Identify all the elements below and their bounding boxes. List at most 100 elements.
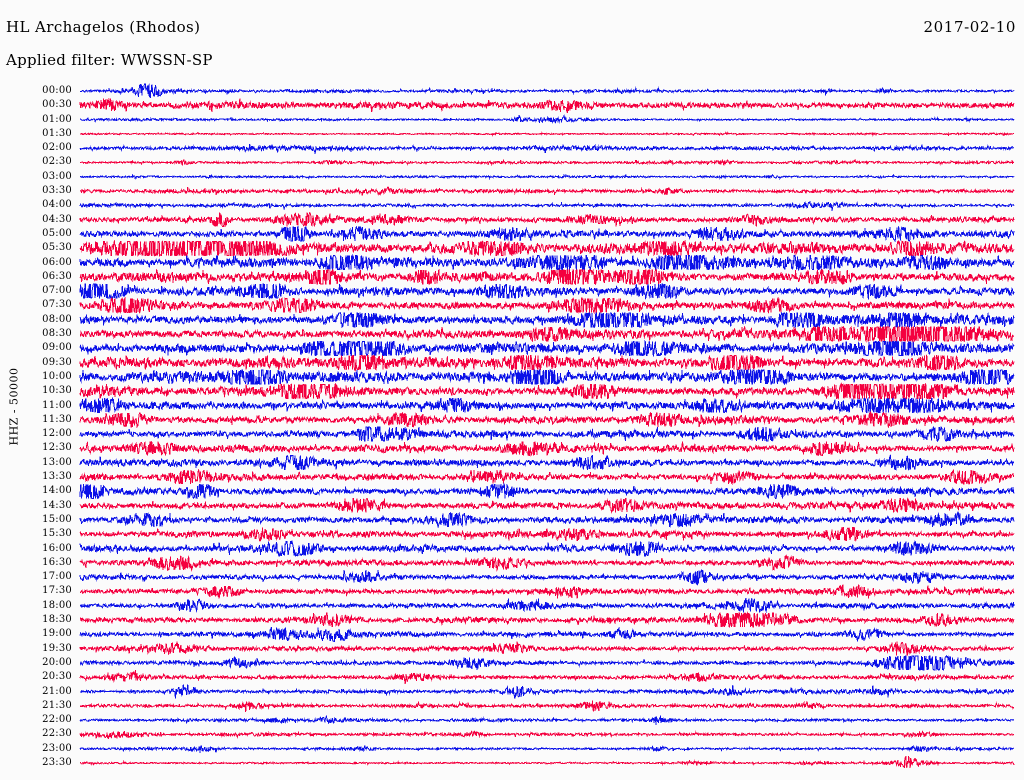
time-tick-label: 04:00 bbox=[42, 199, 72, 211]
seismic-trace bbox=[79, 296, 1015, 315]
time-tick-label: 01:30 bbox=[42, 127, 72, 139]
seismic-trace bbox=[79, 225, 1015, 243]
seismic-trace bbox=[79, 626, 1015, 643]
seismic-trace bbox=[79, 454, 1015, 472]
time-tick-label: 23:00 bbox=[42, 742, 72, 754]
seismic-trace bbox=[79, 311, 1015, 329]
seismic-trace bbox=[79, 526, 1015, 542]
time-tick-label: 16:30 bbox=[42, 556, 72, 568]
seismic-trace bbox=[79, 83, 1015, 99]
seismic-trace bbox=[79, 411, 1015, 429]
time-tick-label: 08:30 bbox=[42, 328, 72, 340]
seismic-trace bbox=[79, 211, 1015, 228]
time-tick-label: 11:00 bbox=[42, 399, 72, 411]
seismic-trace bbox=[79, 382, 1015, 400]
time-tick-label: 17:30 bbox=[42, 585, 72, 597]
seismic-trace bbox=[79, 239, 1015, 258]
page-title: HL Archagelos (Rhodos) bbox=[6, 18, 201, 36]
time-tick-label: 12:30 bbox=[42, 442, 72, 454]
time-tick-label: 13:30 bbox=[42, 471, 72, 483]
seismic-trace bbox=[79, 654, 1015, 672]
time-tick-label: 15:30 bbox=[42, 528, 72, 540]
seismic-trace bbox=[79, 143, 1015, 154]
seismic-trace bbox=[79, 440, 1015, 457]
time-tick-label: 18:30 bbox=[42, 614, 72, 626]
time-tick-label: 19:30 bbox=[42, 642, 72, 654]
seismic-trace bbox=[79, 325, 1015, 343]
seismic-trace bbox=[79, 114, 1015, 124]
time-tick-label: 16:00 bbox=[42, 542, 72, 554]
seismic-trace bbox=[79, 584, 1015, 599]
time-tick-label: 22:30 bbox=[42, 728, 72, 740]
seismic-trace bbox=[79, 554, 1015, 572]
time-tick-label: 07:30 bbox=[42, 299, 72, 311]
applied-filter-label: Applied filter: WWSSN-SP bbox=[6, 51, 213, 69]
time-axis: 00:00 00:30 01:00 01:30 02:00 02:30 03:00 03:30… bbox=[0, 0, 78, 780]
time-tick-label: 01:00 bbox=[42, 113, 72, 125]
time-tick-label: 03:30 bbox=[42, 185, 72, 197]
time-tick-label: 17:00 bbox=[42, 571, 72, 583]
seismic-trace bbox=[79, 744, 1015, 754]
time-tick-label: 06:30 bbox=[42, 270, 72, 282]
seismic-trace bbox=[79, 641, 1015, 656]
seismic-trace bbox=[79, 173, 1015, 181]
seismic-trace bbox=[79, 598, 1015, 614]
seismic-trace bbox=[79, 425, 1015, 443]
time-tick-label: 06:00 bbox=[42, 256, 72, 268]
time-tick-label: 20:30 bbox=[42, 671, 72, 683]
time-tick-label: 19:00 bbox=[42, 628, 72, 640]
time-tick-label: 14:00 bbox=[42, 485, 72, 497]
seismic-trace bbox=[79, 268, 1015, 286]
seismic-trace bbox=[79, 200, 1015, 211]
time-tick-label: 07:00 bbox=[42, 285, 72, 297]
seismic-trace bbox=[80, 755, 1015, 769]
seismic-trace bbox=[79, 353, 1015, 372]
time-tick-label: 14:30 bbox=[42, 499, 72, 511]
seismic-trace bbox=[79, 283, 1015, 301]
seismic-trace bbox=[79, 568, 1015, 586]
seismic-trace bbox=[79, 539, 1015, 558]
seismic-trace bbox=[79, 611, 1015, 628]
time-tick-label: 12:00 bbox=[42, 428, 72, 440]
seismic-trace bbox=[79, 186, 1015, 196]
time-tick-label: 13:00 bbox=[42, 456, 72, 468]
time-tick-label: 03:00 bbox=[42, 170, 72, 182]
seismic-trace bbox=[79, 131, 1015, 137]
time-tick-label: 22:00 bbox=[42, 714, 72, 726]
time-tick-label: 09:00 bbox=[42, 342, 72, 354]
time-tick-label: 08:00 bbox=[42, 313, 72, 325]
seismic-trace bbox=[79, 339, 1015, 358]
time-tick-label: 21:30 bbox=[42, 699, 72, 711]
seismic-trace bbox=[79, 684, 1015, 699]
seismic-trace bbox=[79, 468, 1015, 486]
seismic-trace bbox=[80, 158, 1015, 167]
time-tick-label: 18:00 bbox=[42, 599, 72, 611]
seismic-trace bbox=[79, 253, 1015, 272]
seismic-trace bbox=[79, 98, 1015, 114]
record-date: 2017-02-10 bbox=[923, 18, 1016, 36]
seismic-trace bbox=[79, 714, 1015, 725]
seismic-trace bbox=[79, 670, 1015, 685]
seismic-trace bbox=[79, 497, 1015, 514]
seismic-trace bbox=[79, 482, 1015, 500]
seismic-trace bbox=[79, 700, 1015, 712]
time-tick-label: 15:00 bbox=[42, 513, 72, 525]
time-tick-label: 11:30 bbox=[42, 413, 72, 425]
seismic-trace bbox=[79, 730, 1015, 740]
time-tick-label: 10:30 bbox=[42, 385, 72, 397]
time-tick-label: 21:00 bbox=[42, 685, 72, 697]
time-tick-label: 20:00 bbox=[42, 656, 72, 668]
time-tick-label: 00:00 bbox=[42, 85, 72, 96]
time-tick-label: 05:00 bbox=[42, 227, 72, 239]
time-tick-label: 09:30 bbox=[42, 356, 72, 368]
time-tick-label: 02:30 bbox=[42, 156, 72, 168]
seismic-trace bbox=[79, 511, 1015, 529]
time-tick-label: 05:30 bbox=[42, 242, 72, 254]
time-tick-label: 04:30 bbox=[42, 213, 72, 225]
seismic-trace bbox=[79, 368, 1015, 386]
seismic-trace bbox=[79, 396, 1015, 414]
time-tick-label: 00:30 bbox=[42, 99, 72, 111]
